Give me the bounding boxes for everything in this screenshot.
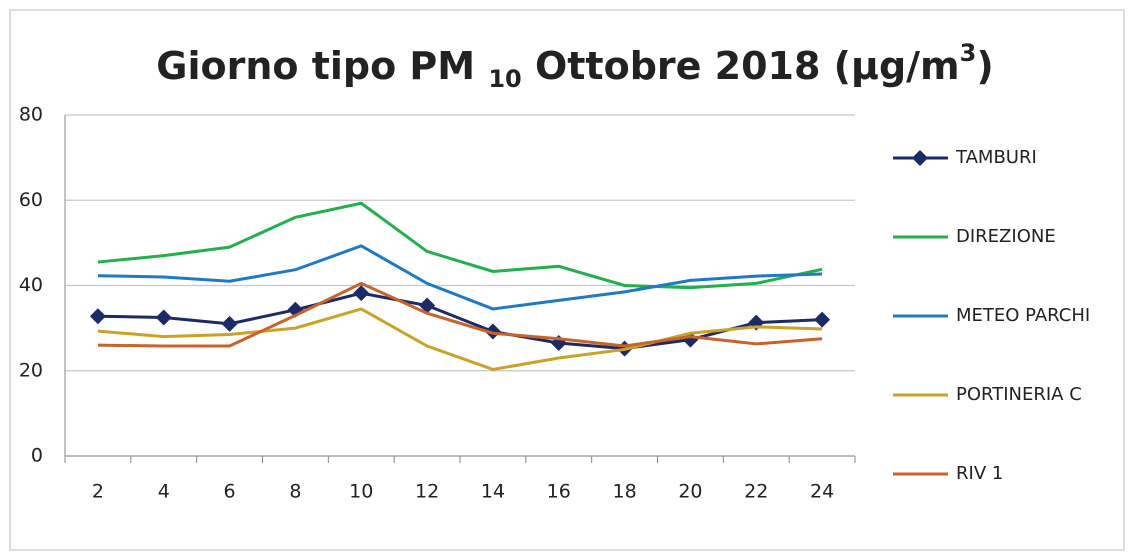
point-marker bbox=[89, 308, 106, 325]
x-tick-label: 12 bbox=[415, 481, 439, 503]
x-tick-label: 6 bbox=[224, 481, 236, 503]
x-tick-label: 24 bbox=[810, 481, 834, 503]
y-tick-label: 20 bbox=[19, 359, 43, 381]
legend-label: PORTINERIA C bbox=[956, 384, 1082, 405]
legend-marker bbox=[912, 150, 928, 166]
chart-title: Giorno tipo PM 10 Ottobre 2018 (µg/m3) bbox=[156, 39, 993, 93]
x-tick-label: 4 bbox=[158, 481, 170, 503]
series-line bbox=[97, 244, 823, 311]
title-part: Ottobre 2018 (µg/m bbox=[522, 44, 960, 88]
title-part: ) bbox=[976, 44, 993, 88]
title-subscript: 10 bbox=[488, 65, 521, 93]
x-tick-label: 10 bbox=[349, 481, 373, 503]
y-tick-label: 40 bbox=[19, 274, 43, 296]
x-tick-label: 14 bbox=[481, 481, 505, 503]
series-line bbox=[97, 281, 823, 348]
legend-label: METEO PARCHI bbox=[956, 305, 1090, 326]
point-marker bbox=[155, 309, 172, 326]
x-tick-label: 18 bbox=[612, 481, 636, 503]
series-line bbox=[97, 307, 823, 372]
x-tick-label: 22 bbox=[744, 481, 768, 503]
x-tick-label: 2 bbox=[92, 481, 104, 503]
legend-label: RIV 1 bbox=[956, 463, 1003, 484]
x-tick-label: 20 bbox=[678, 481, 702, 503]
point-marker bbox=[353, 285, 370, 302]
y-tick-label: 80 bbox=[19, 104, 43, 126]
x-tick-label: 16 bbox=[547, 481, 571, 503]
title-part: Giorno tipo PM bbox=[156, 44, 488, 88]
y-tick-label: 0 bbox=[31, 445, 43, 467]
legend-label: DIREZIONE bbox=[956, 226, 1056, 247]
point-marker bbox=[484, 323, 501, 340]
point-marker bbox=[419, 297, 436, 314]
point-marker bbox=[221, 315, 238, 332]
point-marker bbox=[814, 311, 831, 328]
title-superscript: 3 bbox=[960, 39, 977, 67]
y-tick-label: 60 bbox=[19, 189, 43, 211]
series-line bbox=[97, 201, 823, 290]
legend-label: TAMBURI bbox=[955, 147, 1037, 168]
x-tick-label: 8 bbox=[289, 481, 301, 503]
